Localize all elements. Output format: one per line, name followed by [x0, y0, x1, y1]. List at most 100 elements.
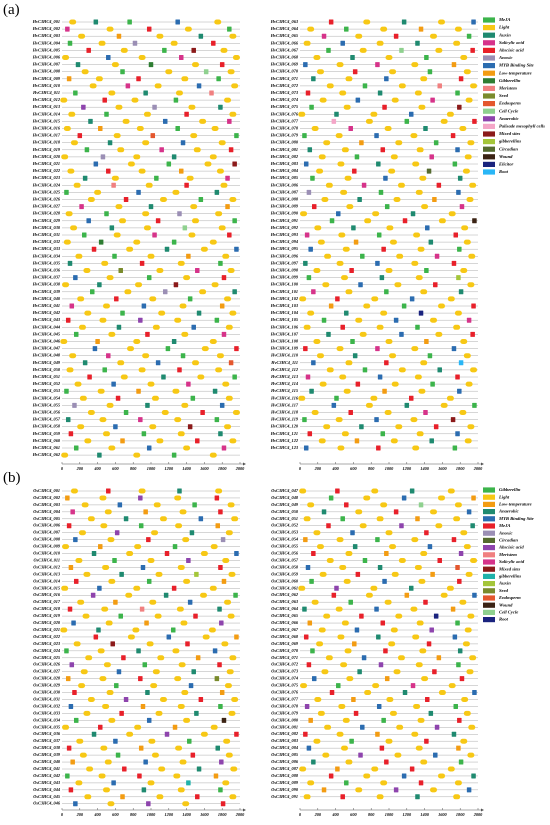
cis-element — [448, 683, 456, 689]
cis-element — [389, 353, 397, 359]
cis-element — [97, 282, 102, 288]
cis-element — [345, 551, 353, 557]
cis-element — [108, 90, 116, 96]
cis-element — [323, 424, 331, 430]
cis-element — [436, 655, 442, 661]
x-tick-label: 1800 — [456, 812, 465, 817]
cis-element — [87, 374, 92, 380]
cis-element — [389, 69, 397, 75]
cis-element — [227, 118, 232, 124]
gene-label: HvC3HC4_101 — [270, 289, 298, 294]
cis-element — [429, 627, 434, 633]
cis-element — [390, 438, 398, 444]
cis-element — [155, 218, 161, 224]
cis-element — [195, 794, 200, 800]
cis-element — [106, 353, 111, 359]
cis-element — [175, 90, 183, 96]
cis-element — [232, 374, 237, 380]
cis-element — [300, 683, 308, 689]
legend-swatch — [483, 581, 495, 587]
gene-label: OsC3HC4_088 — [271, 773, 299, 778]
legend-label: Endosperm — [498, 595, 521, 600]
cis-element — [227, 232, 232, 238]
cis-element — [424, 55, 429, 60]
cis-element — [298, 111, 306, 117]
cis-element — [370, 395, 378, 401]
legend-swatch — [483, 32, 495, 38]
cis-element — [67, 260, 73, 266]
cis-element — [466, 509, 472, 515]
cis-element — [337, 445, 345, 451]
cis-element — [427, 544, 433, 550]
cis-element — [196, 83, 202, 89]
cis-element — [384, 599, 392, 605]
cis-element — [181, 402, 189, 408]
x-tick-label: 1400 — [182, 466, 191, 471]
gene-label: OsC3HC4_068 — [271, 634, 299, 639]
cis-element — [200, 592, 208, 598]
cis-element — [401, 303, 407, 309]
cis-element — [123, 197, 129, 202]
cis-element — [340, 324, 345, 330]
cis-element — [193, 613, 198, 619]
cis-element — [216, 168, 224, 174]
cis-element — [77, 133, 83, 139]
cis-element — [458, 360, 464, 366]
cis-element — [86, 47, 91, 53]
cis-element — [136, 388, 141, 394]
cis-element — [82, 175, 88, 181]
cis-element — [375, 346, 380, 352]
cis-element — [467, 140, 475, 146]
cis-element — [342, 717, 350, 723]
cis-element — [209, 339, 217, 344]
cis-element — [303, 516, 311, 522]
legend-swatch — [483, 169, 495, 175]
legend-label: Auxin — [498, 581, 511, 586]
cis-element — [358, 752, 363, 758]
cis-element — [100, 745, 108, 751]
cis-element — [470, 47, 475, 53]
legend-swatch — [483, 146, 495, 152]
cis-element — [113, 232, 121, 238]
cis-element — [75, 62, 81, 68]
cis-element — [101, 260, 109, 266]
cis-element — [223, 738, 231, 744]
cis-element — [215, 745, 220, 751]
cis-element — [376, 324, 384, 330]
cis-element — [418, 502, 424, 508]
cis-element — [222, 253, 230, 259]
cis-element — [452, 634, 458, 640]
cis-element — [401, 773, 407, 779]
cis-element — [380, 147, 386, 153]
cis-element — [360, 253, 365, 259]
gene-label: HvC3HC4_087 — [270, 189, 299, 194]
gene-label: HvC3HC4_070 — [270, 69, 299, 74]
cis-element — [464, 627, 472, 633]
cis-element — [184, 182, 189, 188]
cis-element — [413, 703, 421, 709]
cis-element — [459, 599, 467, 605]
gene-label: HvC3HC4_059 — [32, 431, 61, 436]
gene-label: OsC3HC4_069 — [271, 641, 299, 646]
gene-label: HvC3HC4_100 — [270, 282, 299, 287]
cis-element — [232, 161, 237, 167]
gene-label: OsC3HC4_043 — [33, 780, 61, 785]
cis-element — [427, 353, 433, 359]
cis-element — [177, 488, 182, 494]
cis-element — [231, 83, 239, 89]
cis-element — [108, 445, 116, 451]
cis-element — [183, 578, 191, 584]
cis-element — [73, 717, 79, 723]
cis-element — [138, 745, 144, 751]
cis-element — [106, 26, 114, 32]
cis-element — [162, 118, 168, 124]
gene-label: HvC3HC4_115 — [270, 388, 299, 393]
gene-label: HvC3HC4_025 — [32, 189, 61, 194]
legend-label: MYB Binding Site — [498, 63, 534, 68]
gene-label: OsC3HC4_025 — [33, 655, 61, 660]
x-tick-label: 2000 — [473, 466, 483, 471]
cis-element — [436, 182, 442, 188]
cis-element — [228, 710, 236, 716]
cis-element — [174, 495, 182, 501]
cis-element — [215, 488, 223, 494]
